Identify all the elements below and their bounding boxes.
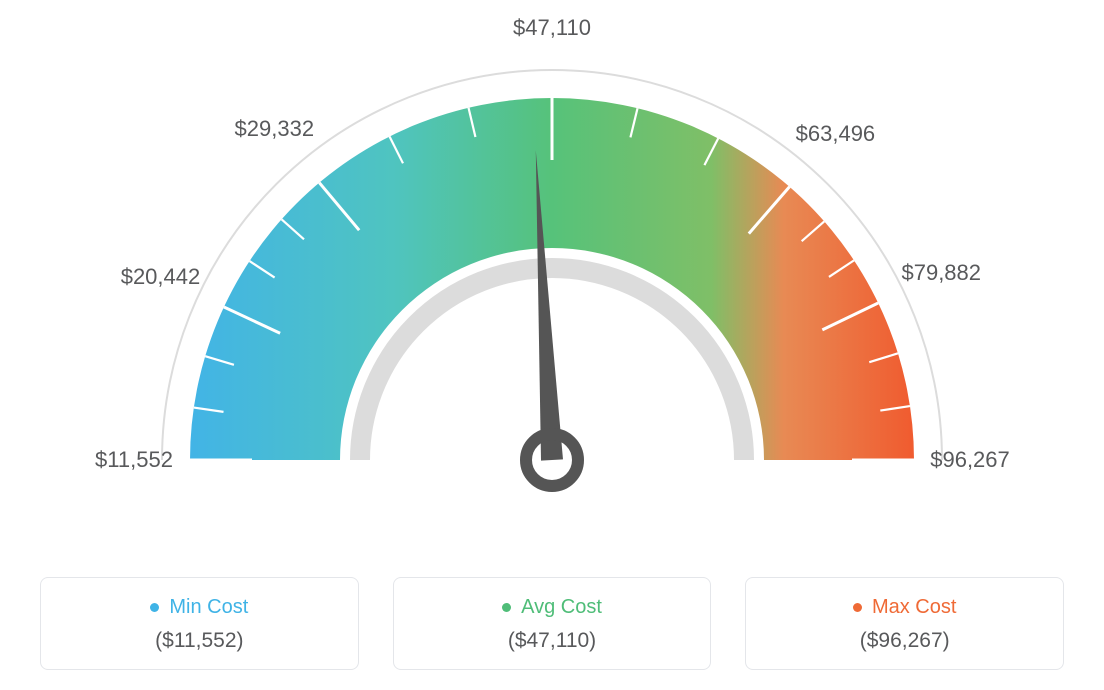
- legend-dot-min: [150, 603, 159, 612]
- gauge-tick-label: $20,442: [121, 264, 201, 290]
- legend-value-avg: ($47,110): [404, 629, 701, 653]
- legend-dot-max: [853, 603, 862, 612]
- gauge-tick-label: $11,552: [95, 447, 173, 473]
- cost-gauge-chart: $11,552 $20,442 $29,332 $47,110 $63,496 $79,8…: [0, 0, 1104, 690]
- legend-title-max: Max Cost: [853, 596, 956, 619]
- legend-value-min: ($11,552): [51, 629, 348, 653]
- gauge-tick-label: $29,332: [235, 116, 315, 142]
- legend-card-avg: Avg Cost ($47,110): [393, 577, 712, 670]
- gauge-tick-label: $79,882: [901, 260, 981, 286]
- legend-label-avg: Avg Cost: [521, 596, 602, 619]
- legend-value-max: ($96,267): [756, 629, 1053, 653]
- gauge-tick-label: $63,496: [796, 121, 876, 147]
- gauge-tick-label: $96,267: [930, 447, 1010, 473]
- legend-dot-avg: [502, 603, 511, 612]
- legend-title-min: Min Cost: [150, 596, 248, 619]
- legend-card-max: Max Cost ($96,267): [745, 577, 1064, 670]
- legend-title-avg: Avg Cost: [502, 596, 602, 619]
- legend-label-max: Max Cost: [872, 596, 956, 619]
- legend-card-min: Min Cost ($11,552): [40, 577, 359, 670]
- legend-row: Min Cost ($11,552) Avg Cost ($47,110) Ma…: [0, 577, 1104, 670]
- legend-label-min: Min Cost: [169, 596, 248, 619]
- gauge-tick-label: $47,110: [513, 15, 591, 41]
